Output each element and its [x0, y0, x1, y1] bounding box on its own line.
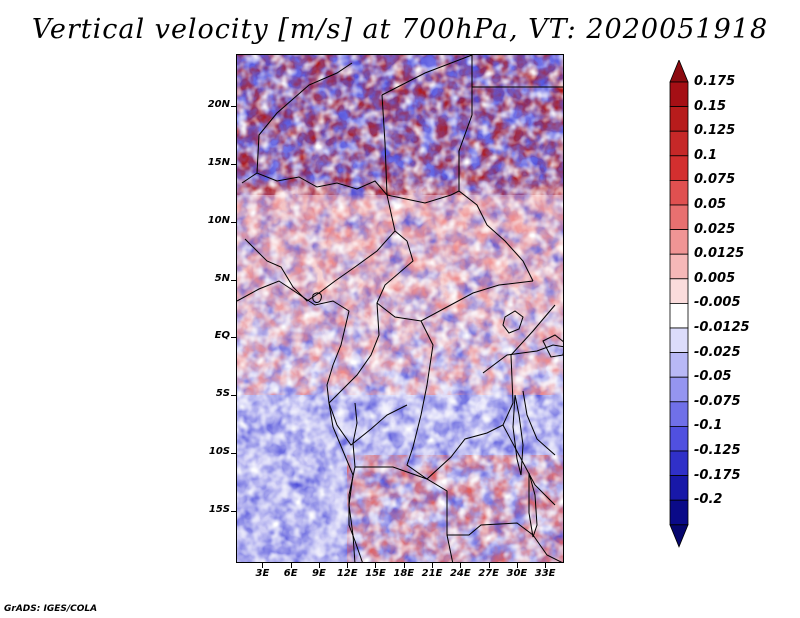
lat-tick-label: EQ — [214, 330, 230, 342]
colorbar-segment — [669, 253, 689, 280]
colorbar-label: 0.15 — [694, 98, 727, 114]
lat-tick-mark — [231, 453, 236, 455]
map-panel — [236, 54, 564, 563]
footer-credit: GrADS: IGES/COLA — [4, 604, 98, 614]
lat-tick-label: 15N — [207, 156, 230, 168]
colorbar-label: -0.1 — [694, 418, 723, 434]
colorbar-label: 0.05 — [694, 197, 727, 212]
coastline — [237, 280, 356, 562]
colorbar-label: -0.125 — [694, 443, 741, 458]
colorbar-segment — [669, 425, 689, 452]
colorbar-segment — [669, 130, 689, 157]
lat-tick-label: 5S — [215, 388, 230, 400]
colorbar-label: -0.05 — [694, 369, 732, 385]
colorbar-segment — [669, 155, 689, 181]
lon-tick-label: 21E — [421, 568, 443, 579]
colorbar-label: 0.075 — [694, 172, 736, 188]
lat-tick-label: 15S — [208, 503, 230, 515]
colorbar-segment — [669, 180, 689, 206]
vertical-velocity-field — [237, 55, 563, 562]
colorbar-label: 0.175 — [694, 74, 736, 89]
colorbar-label: 0.125 — [694, 123, 736, 139]
colorbar-segment — [669, 475, 689, 501]
colorbar-label: -0.0125 — [694, 320, 750, 335]
lat-tick-label: 10N — [207, 214, 230, 226]
lon-tick-label: 30E — [506, 568, 528, 579]
lon-tick-mark — [488, 563, 490, 568]
colorbar-segment — [669, 81, 689, 108]
lat-tick-mark — [231, 395, 236, 397]
lon-tick-label: 6E — [283, 568, 298, 579]
colorbar-label: 0.1 — [694, 147, 718, 163]
lon-tick-label: 18E — [393, 568, 415, 579]
lat-tick-label: 5N — [214, 272, 230, 284]
lon-tick-mark — [516, 563, 518, 568]
lon-tick-mark — [460, 563, 462, 568]
colorbar-segment — [669, 204, 689, 231]
colorbar-top-arrow — [669, 60, 689, 83]
country-borders — [241, 55, 563, 562]
lon-tick-label: 24E — [449, 568, 471, 579]
lon-tick-label: 3E — [255, 568, 270, 579]
colorbar-label: 0.0125 — [694, 246, 745, 262]
lat-tick-label: 20N — [207, 99, 230, 111]
colorbar-label: 0.005 — [694, 270, 736, 286]
colorbar-segment — [669, 278, 689, 304]
colorbar-label: -0.2 — [694, 492, 723, 508]
chart-title: Vertical velocity [m/s] at 700hPa, VT: 2… — [31, 14, 769, 45]
lake-outlines — [502, 310, 563, 538]
lon-tick-mark — [318, 563, 320, 568]
lat-tick-label: 10S — [208, 446, 230, 458]
colorbar — [669, 60, 689, 548]
lat-tick-mark — [231, 163, 236, 165]
lon-tick-label: 9E — [312, 568, 326, 579]
colorbar-segment — [669, 376, 689, 403]
lon-tick-mark — [290, 563, 292, 568]
colorbar-label: 0.025 — [694, 221, 736, 237]
lat-tick-mark — [231, 510, 236, 512]
colorbar-label: -0.075 — [694, 393, 741, 409]
lon-tick-mark — [347, 563, 349, 568]
colorbar-segment — [669, 327, 689, 354]
colorbar-label: -0.175 — [694, 467, 741, 483]
colorbar-segment — [669, 229, 689, 255]
lon-tick-mark — [375, 563, 377, 568]
lon-tick-label: 12E — [336, 568, 358, 579]
lon-tick-mark — [262, 563, 264, 568]
lat-tick-mark — [231, 279, 236, 281]
lon-tick-label: 15E — [365, 568, 386, 579]
colorbar-segment — [669, 401, 689, 427]
lon-tick-label: 27E — [478, 568, 499, 579]
lon-tick-mark — [403, 563, 405, 568]
lon-tick-label: 33E — [534, 568, 556, 579]
lat-tick-mark — [231, 337, 236, 339]
lat-tick-mark — [231, 221, 236, 223]
colorbar-segment — [669, 450, 689, 477]
colorbar-segment — [669, 352, 689, 378]
colorbar-segment — [669, 302, 689, 329]
lon-tick-mark — [432, 563, 434, 568]
colorbar-segment — [669, 106, 689, 132]
field-white-texture — [237, 55, 563, 562]
colorbar-bottom-arrow — [669, 524, 689, 548]
colorbar-segment — [669, 499, 689, 526]
colorbar-label: -0.025 — [694, 344, 741, 360]
colorbar-label: -0.005 — [694, 295, 741, 311]
lat-tick-mark — [231, 106, 236, 108]
lon-tick-mark — [545, 563, 547, 568]
